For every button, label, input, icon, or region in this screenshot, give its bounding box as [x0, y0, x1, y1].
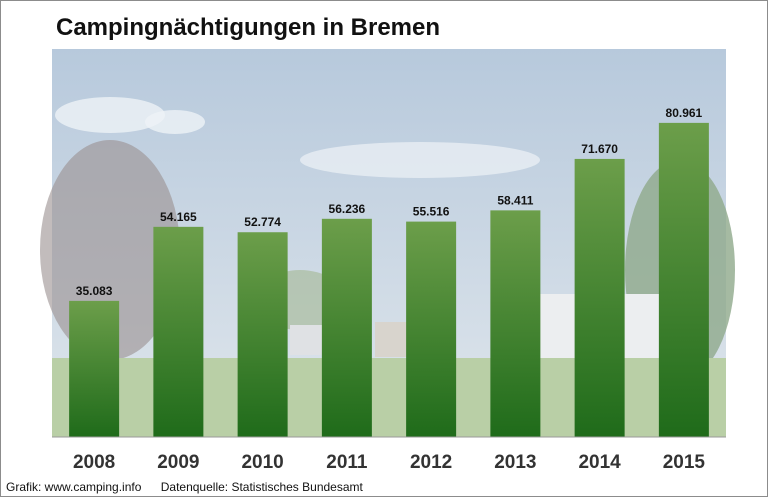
x-tick-label-2012: 2012 — [410, 452, 452, 473]
x-tick-label-2014: 2014 — [578, 452, 621, 473]
value-label-2011: 56.236 — [329, 202, 366, 216]
value-label-2012: 55.516 — [413, 205, 450, 219]
x-tick-label-2008: 2008 — [73, 452, 115, 473]
x-tick-label-2011: 2011 — [326, 452, 368, 473]
value-label-2013: 58.411 — [497, 193, 533, 207]
bar-2012 — [406, 221, 457, 437]
bar-2010 — [237, 232, 288, 437]
bar-2008 — [69, 300, 120, 437]
value-label-2008: 35.083 — [76, 284, 113, 298]
footer: Grafik: www.camping.info Datenquelle: St… — [6, 480, 379, 494]
value-label-2014: 71.670 — [581, 142, 618, 156]
value-label-2010: 52.774 — [244, 215, 281, 229]
footer-source: Datenquelle: Statistisches Bundesamt — [160, 480, 363, 494]
grass-area — [52, 358, 726, 437]
x-tick-label-2009: 2009 — [157, 452, 199, 473]
cloud — [55, 97, 165, 133]
chart-title: Campingnächtigungen in Bremen — [56, 14, 441, 41]
photo-background — [40, 49, 735, 437]
bar-2011 — [321, 218, 372, 437]
bar-2014 — [574, 158, 625, 437]
value-label-2009: 54.165 — [160, 210, 197, 224]
bar-2015 — [658, 122, 709, 437]
footer-credit: Grafik: www.camping.info — [6, 480, 142, 494]
value-label-2015: 80.961 — [666, 106, 703, 120]
bar-2013 — [490, 210, 541, 437]
x-tick-label-2010: 2010 — [241, 452, 283, 473]
cloud — [300, 142, 540, 178]
x-tick-label-2013: 2013 — [494, 452, 536, 473]
x-tick-label-2015: 2015 — [663, 452, 706, 473]
cloud — [145, 110, 205, 134]
bar-2009 — [153, 226, 204, 437]
